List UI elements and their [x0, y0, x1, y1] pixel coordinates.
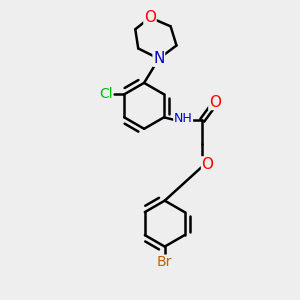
Text: N: N	[153, 51, 164, 66]
Text: O: O	[144, 10, 156, 25]
Text: Cl: Cl	[99, 87, 112, 101]
Text: O: O	[202, 157, 214, 172]
Text: Br: Br	[157, 255, 172, 269]
Text: O: O	[209, 94, 221, 110]
Text: NH: NH	[174, 112, 193, 125]
